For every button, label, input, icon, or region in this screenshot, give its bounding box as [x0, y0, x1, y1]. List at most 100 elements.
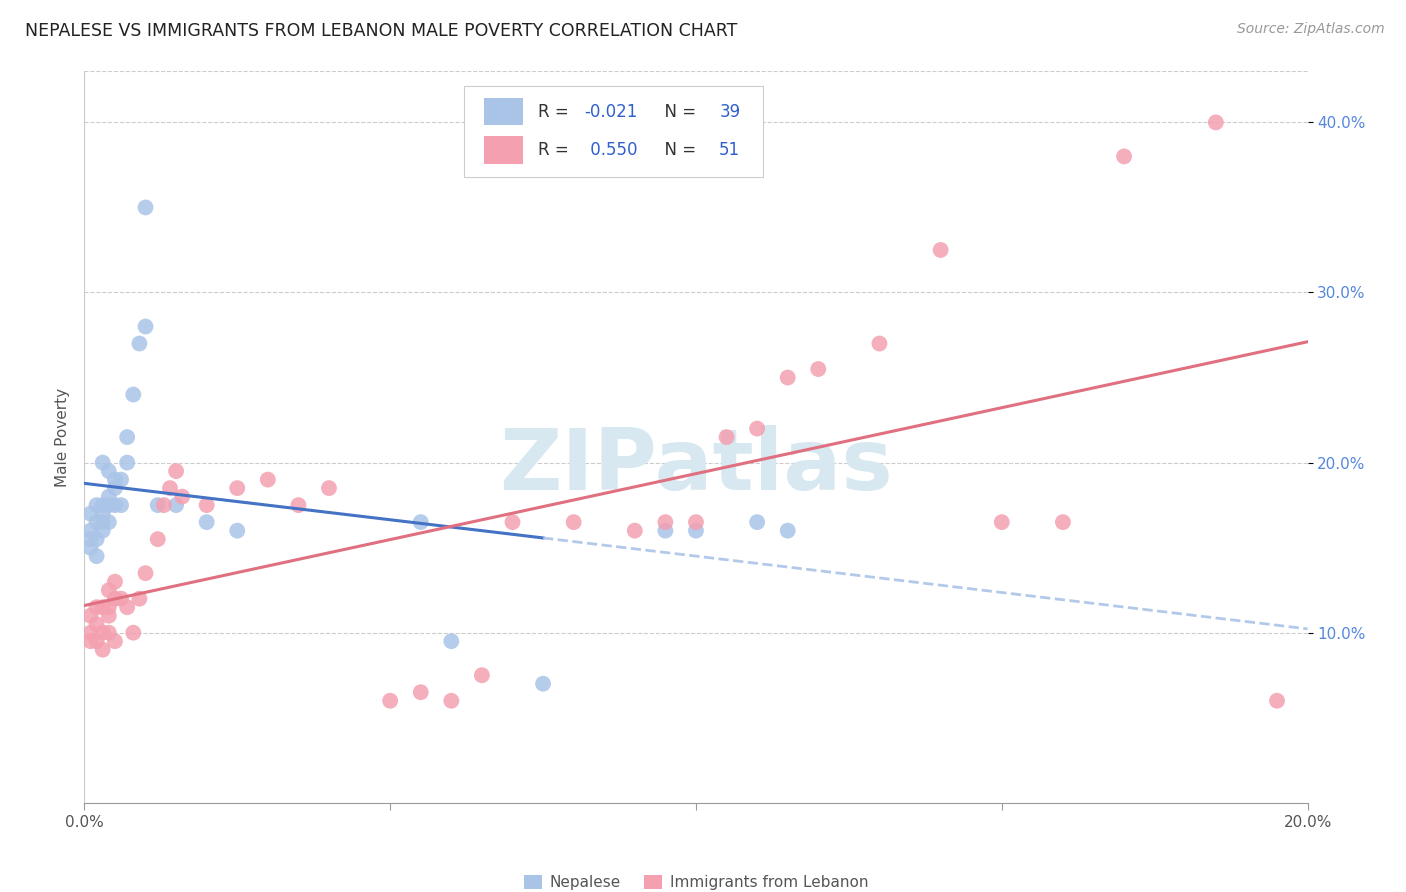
Point: [146, 498, 169, 512]
Point: [86, 532, 108, 546]
Point: [79, 541, 101, 555]
Point: [1265, 694, 1288, 708]
Point: [776, 370, 799, 384]
Point: [110, 498, 132, 512]
Point: [153, 498, 176, 512]
Point: [79, 634, 101, 648]
Point: [172, 490, 194, 504]
Text: -0.021: -0.021: [585, 103, 638, 120]
Text: N =: N =: [654, 103, 702, 120]
Point: [115, 456, 138, 470]
Point: [97, 625, 120, 640]
Point: [165, 464, 187, 478]
Point: [128, 336, 150, 351]
Point: [104, 591, 127, 606]
Point: [104, 473, 127, 487]
Point: [654, 524, 676, 538]
Point: [531, 677, 554, 691]
Point: [104, 481, 127, 495]
Point: [91, 642, 114, 657]
Text: NEPALESE VS IMMIGRANTS FROM LEBANON MALE POVERTY CORRELATION CHART: NEPALESE VS IMMIGRANTS FROM LEBANON MALE…: [25, 22, 738, 40]
Point: [776, 524, 799, 538]
Point: [135, 566, 157, 581]
Point: [135, 201, 157, 215]
Point: [1205, 115, 1227, 129]
Point: [91, 600, 114, 615]
Text: R =: R =: [538, 141, 574, 159]
Point: [929, 243, 952, 257]
Text: N =: N =: [654, 141, 702, 159]
Point: [685, 515, 707, 529]
Point: [226, 481, 249, 495]
Point: [91, 625, 114, 640]
Point: [97, 600, 120, 615]
Point: [562, 515, 585, 529]
Point: [97, 608, 120, 623]
Point: [86, 498, 108, 512]
Point: [91, 498, 114, 512]
Point: [86, 549, 108, 563]
Point: [440, 694, 463, 708]
Point: [91, 524, 114, 538]
Point: [685, 524, 707, 538]
Point: [115, 430, 138, 444]
Text: Source: ZipAtlas.com: Source: ZipAtlas.com: [1237, 22, 1385, 37]
Legend: Nepalese, Immigrants from Lebanon: Nepalese, Immigrants from Lebanon: [517, 869, 875, 892]
Point: [128, 591, 150, 606]
Text: R =: R =: [538, 103, 574, 120]
Point: [991, 515, 1014, 529]
Point: [110, 591, 132, 606]
Point: [380, 694, 402, 708]
Point: [104, 634, 127, 648]
Point: [869, 336, 891, 351]
Point: [440, 634, 463, 648]
Point: [97, 490, 120, 504]
Point: [97, 498, 120, 512]
Point: [91, 456, 114, 470]
Point: [79, 524, 101, 538]
Point: [86, 515, 108, 529]
Point: [747, 421, 769, 435]
Point: [86, 617, 108, 632]
FancyBboxPatch shape: [484, 98, 523, 126]
Point: [226, 524, 249, 538]
FancyBboxPatch shape: [484, 136, 523, 163]
Point: [104, 498, 127, 512]
Text: 39: 39: [720, 103, 741, 120]
Point: [502, 515, 524, 529]
Point: [716, 430, 738, 444]
Point: [318, 481, 340, 495]
Point: [654, 515, 676, 529]
Point: [79, 507, 101, 521]
Point: [1052, 515, 1074, 529]
Point: [79, 625, 101, 640]
Point: [195, 498, 218, 512]
Point: [287, 498, 309, 512]
Point: [409, 685, 432, 699]
Point: [195, 515, 218, 529]
Point: [807, 362, 830, 376]
Point: [471, 668, 494, 682]
Point: [122, 625, 145, 640]
Point: [409, 515, 432, 529]
Text: 51: 51: [720, 141, 741, 159]
Point: [91, 515, 114, 529]
Point: [624, 524, 647, 538]
Point: [122, 387, 145, 401]
Point: [104, 574, 127, 589]
Point: [79, 608, 101, 623]
FancyBboxPatch shape: [464, 86, 763, 178]
Point: [257, 473, 280, 487]
Point: [115, 600, 138, 615]
Point: [97, 515, 120, 529]
Point: [747, 515, 769, 529]
Point: [86, 600, 108, 615]
Point: [1114, 149, 1136, 163]
Point: [146, 532, 169, 546]
Point: [165, 498, 187, 512]
Text: ZIPatlas: ZIPatlas: [499, 425, 893, 508]
Point: [159, 481, 181, 495]
Point: [97, 583, 120, 598]
Point: [91, 507, 114, 521]
Point: [79, 532, 101, 546]
